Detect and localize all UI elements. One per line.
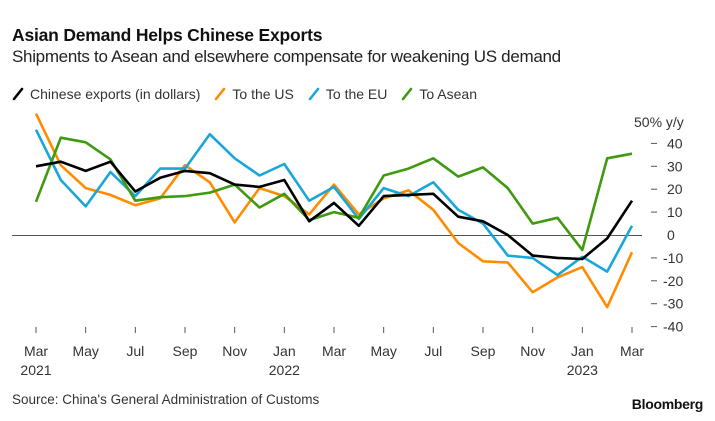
legend-swatch-icon bbox=[215, 87, 226, 101]
legend-label: To the US bbox=[232, 86, 294, 102]
y-axis: 50% y/y 40 30 20 10 0 -10 -20 -30 -40 bbox=[634, 114, 684, 335]
legend-item-to-asean: To Asean bbox=[401, 86, 477, 102]
series-line-to-the-eu bbox=[34, 129, 634, 277]
legend-label: To Asean bbox=[419, 86, 477, 102]
y-axis-unit-label: 50% y/y bbox=[634, 114, 684, 130]
legend-swatch-icon bbox=[308, 87, 320, 101]
y-tick-label: 30 bbox=[667, 158, 683, 174]
legend-swatch-icon bbox=[402, 87, 413, 101]
chart-subtitle: Shipments to Asean and elsewhere compens… bbox=[12, 47, 561, 66]
chart-title: Asian Demand Helps Chinese Exports bbox=[12, 25, 323, 45]
x-tick-label: Jul bbox=[424, 343, 442, 359]
x-tick-label: Jan bbox=[571, 343, 594, 359]
legend-swatch-line bbox=[215, 87, 226, 101]
legend-swatch-line bbox=[12, 87, 24, 101]
legend-item-to-the-eu: To the EU bbox=[308, 86, 387, 102]
source-note: Source: China's General Administration o… bbox=[12, 392, 320, 407]
x-tick-year-label: 2023 bbox=[567, 362, 598, 378]
legend-swatch-icon bbox=[12, 87, 24, 101]
x-axis: Mar 2021 May Jul Sep Nov Jan 2022 Mar May Jul Sep No… bbox=[20, 327, 644, 378]
y-tick-label: -20 bbox=[663, 273, 683, 289]
legend-label: Chinese exports (in dollars) bbox=[30, 86, 201, 102]
x-tick-label: Sep bbox=[471, 343, 496, 359]
x-tick-label: Nov bbox=[222, 343, 247, 359]
x-tick-label: Mar bbox=[322, 343, 346, 359]
legend: Chinese exports (in dollars) To the US T… bbox=[12, 86, 491, 102]
x-tick-label: Mar bbox=[24, 343, 48, 359]
x-tick-label: Jan bbox=[273, 343, 296, 359]
legend-label: To the EU bbox=[325, 86, 388, 102]
x-tick-label: May bbox=[72, 343, 98, 359]
series-layer bbox=[34, 113, 634, 309]
legend-item-to-the-us: To the US bbox=[214, 86, 294, 102]
y-tick-label: 0 bbox=[667, 227, 675, 243]
x-tick-label: Mar bbox=[620, 343, 644, 359]
legend-swatch-line bbox=[402, 87, 413, 101]
y-tick-label: 10 bbox=[667, 204, 683, 220]
y-tick-label: 20 bbox=[667, 181, 683, 197]
x-tick-label: Nov bbox=[520, 343, 545, 359]
bloomberg-logo: Bloomberg bbox=[631, 396, 704, 412]
y-tick-label: -30 bbox=[663, 296, 683, 312]
legend-item-chinese-exports: Chinese exports (in dollars) bbox=[12, 86, 200, 102]
x-tick-year-label: 2021 bbox=[20, 362, 51, 378]
series-line-to-asean bbox=[34, 136, 633, 252]
series-line-chinese-exports bbox=[35, 160, 634, 261]
legend-swatch-line bbox=[308, 87, 320, 101]
series-line-to-the-us bbox=[34, 113, 634, 309]
y-tick-label: 40 bbox=[667, 135, 683, 151]
x-tick-label: Jul bbox=[126, 343, 144, 359]
y-tick-label: -10 bbox=[663, 250, 683, 266]
x-tick-label: May bbox=[370, 343, 396, 359]
x-tick-year-label: 2022 bbox=[269, 362, 300, 378]
y-tick-label: -40 bbox=[663, 319, 683, 335]
x-tick-label: Sep bbox=[173, 343, 198, 359]
